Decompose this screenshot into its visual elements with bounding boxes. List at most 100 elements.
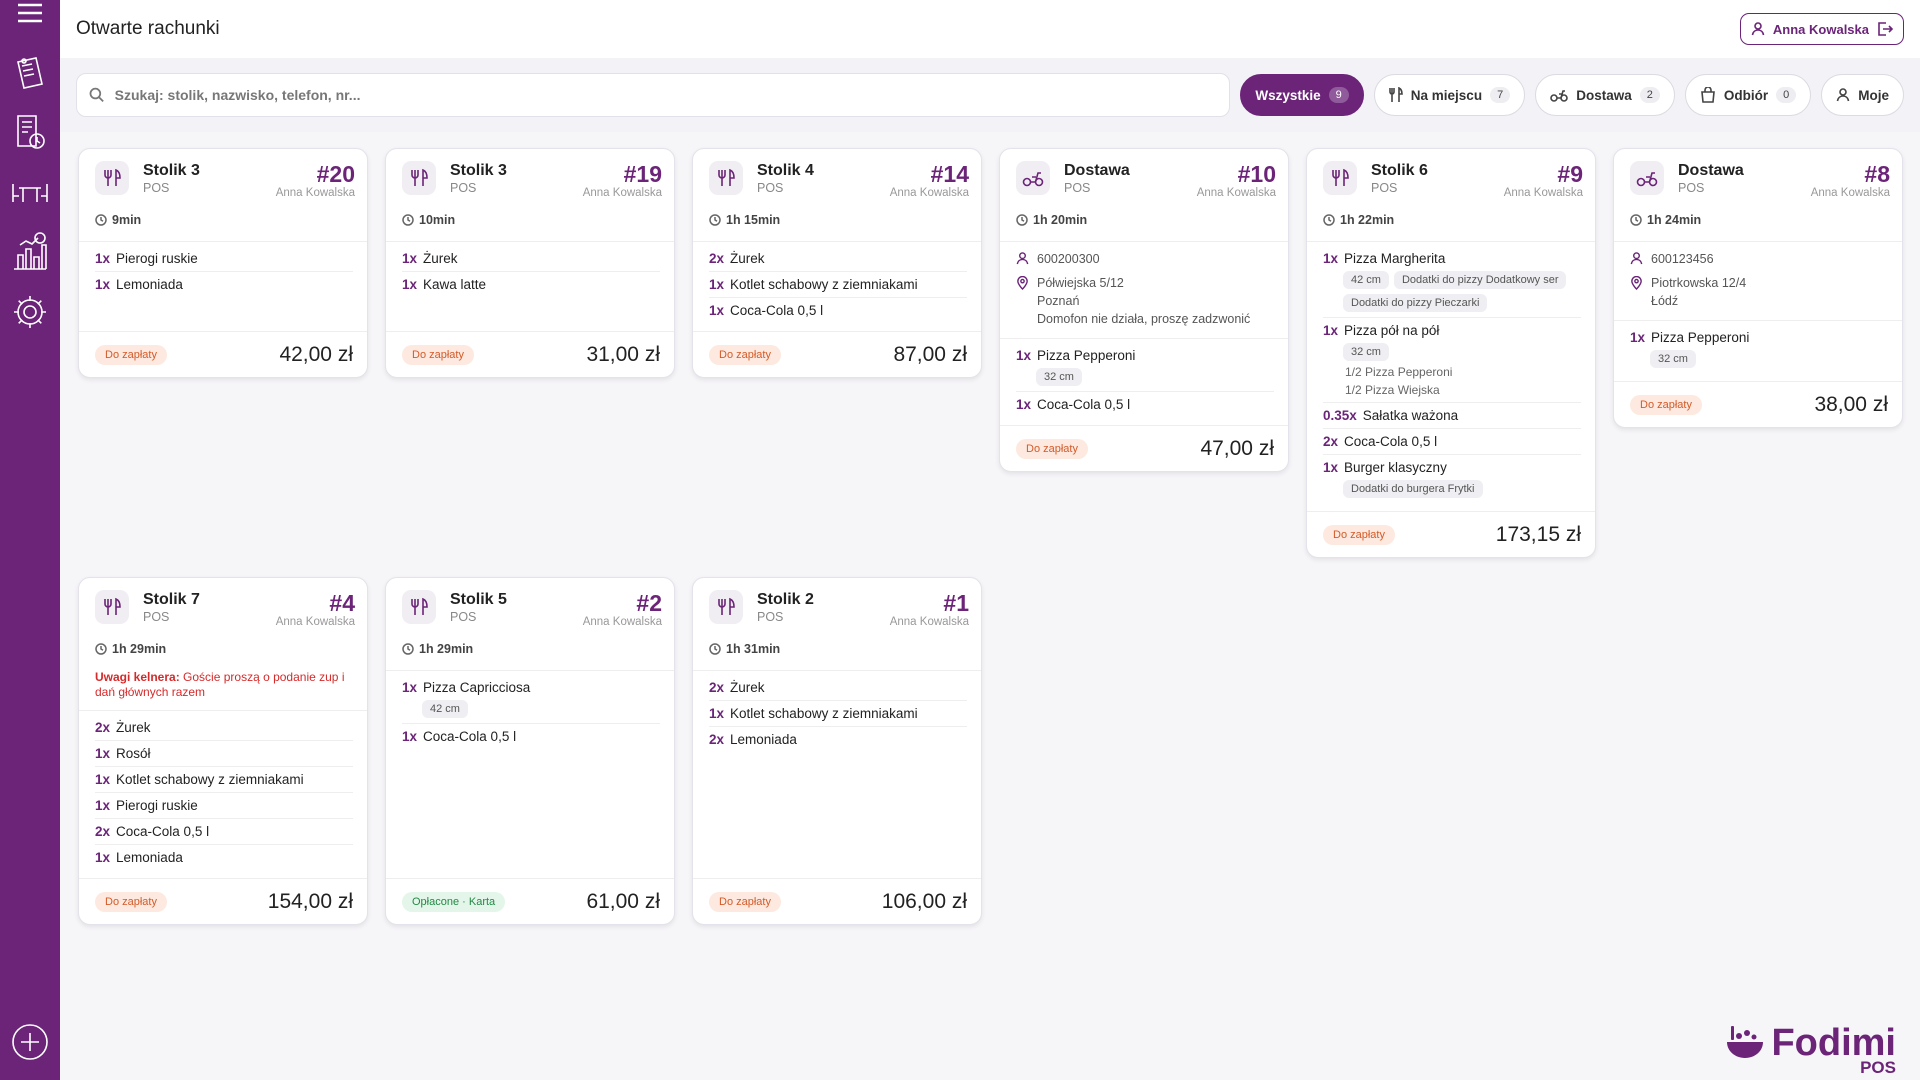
- item-name: Coca-Cola 0,5 l: [1037, 397, 1131, 412]
- item-name: Rosół: [116, 746, 151, 761]
- filter-label: Moje: [1858, 87, 1889, 103]
- filter-all[interactable]: Wszystkie 9: [1240, 74, 1364, 116]
- modifier-tag: Dodatki do pizzy Dodatkowy ser: [1393, 271, 1567, 289]
- order-title: Stolik 3: [143, 162, 200, 179]
- order-items: 2x Żurek 1x Rosół 1x Kotlet schabowy z ziemni…: [79, 710, 367, 878]
- order-card[interactable]: Dostawa POS #8 Anna Kowalska 1h 24min 6001234…: [1613, 148, 1903, 428]
- phone-row: 600123456: [1630, 250, 1886, 270]
- elapsed-time-value: 10min: [419, 213, 456, 227]
- tables-icon[interactable]: [0, 162, 60, 222]
- search-icon: [89, 87, 104, 102]
- receipts-icon[interactable]: [0, 42, 60, 102]
- elapsed-time: 1h 24min: [1614, 207, 1902, 233]
- order-card[interactable]: Stolik 3 POS #19 Anna Kowalska 10min 1x Żurek 1…: [385, 148, 675, 378]
- order-total: 173,15 zł: [1495, 522, 1581, 546]
- order-number: #1: [943, 590, 969, 616]
- modifier-tag: 42 cm: [1343, 271, 1389, 289]
- order-items: 2x Żurek 1x Kotlet schabowy z ziemniakami 1x…: [693, 241, 981, 331]
- item-quantity: 1x: [1323, 323, 1339, 338]
- order-card[interactable]: Stolik 7 POS #4 Anna Kowalska 1h 29min Uwagi …: [78, 577, 368, 925]
- order-card[interactable]: Stolik 3 POS #20 Anna Kowalska 9min 1x Pierogi…: [78, 148, 368, 378]
- user-name: Anna Kowalska: [1772, 21, 1869, 37]
- order-item: 1x Kotlet schabowy z ziemniakami: [95, 767, 353, 793]
- item-name: Kotlet schabowy z ziemniakami: [730, 277, 918, 292]
- elapsed-time-value: 1h 31min: [726, 642, 781, 656]
- item-modifiers: 32 cm: [1016, 363, 1274, 386]
- elapsed-time: 1h 29min: [79, 636, 367, 662]
- elapsed-time: 1h 20min: [1000, 207, 1288, 233]
- status-badge: Do zapłaty: [95, 344, 167, 365]
- order-title: Stolik 4: [757, 162, 814, 179]
- order-source: POS: [143, 610, 170, 624]
- modifier-tag: 32 cm: [1650, 350, 1696, 368]
- filter-delivery[interactable]: Dostawa 2: [1535, 74, 1675, 116]
- order-item: 1x Kotlet schabowy z ziemniakami: [709, 701, 967, 727]
- order-item: 0.35x Sałatka ważona: [1323, 403, 1581, 429]
- order-total: 87,00 zł: [893, 342, 967, 366]
- order-title: Stolik 7: [143, 591, 200, 608]
- status-badge: Do zapłaty: [1323, 524, 1395, 545]
- item-quantity: 1x: [95, 772, 111, 787]
- item-name: Burger klasyczny: [1344, 460, 1447, 475]
- order-source: POS: [143, 181, 170, 195]
- location-pin-icon: [1630, 274, 1643, 295]
- item-subline: 1/2 Pizza Pepperoni: [1345, 365, 1453, 379]
- waiter-name: Anna Kowalska: [582, 187, 662, 199]
- order-card[interactable]: Stolik 6 POS #9 Anna Kowalska 1h 22min 1x Pizz…: [1306, 148, 1596, 558]
- filter-mine[interactable]: Moje: [1821, 74, 1904, 116]
- logout-icon: [1878, 22, 1893, 36]
- orders-history-icon[interactable]: [0, 102, 60, 162]
- item-quantity: 1x: [709, 303, 725, 318]
- item-modifiers: 32 cm: [1630, 345, 1888, 368]
- order-item: 2x Żurek: [709, 675, 967, 701]
- settings-icon[interactable]: [0, 282, 60, 342]
- elapsed-time-value: 1h 22min: [1340, 213, 1395, 227]
- order-number: #4: [329, 590, 355, 616]
- order-item: 1x Pierogi ruskie: [95, 793, 353, 819]
- address-line: Piotrkowska 12/4: [1651, 276, 1747, 290]
- order-items: 1x Pizza Margherita 42 cm Dodatki do pizzy …: [1307, 241, 1595, 511]
- elapsed-time-value: 1h 15min: [726, 213, 781, 227]
- order-item: 1x Coca-Cola 0,5 l: [402, 724, 660, 749]
- order-total: 31,00 zł: [586, 342, 660, 366]
- order-items: 1x Pizza Pepperoni 32 cm 1x Coca-Cola 0,5 l: [1000, 338, 1288, 425]
- card-footer: Do zapłaty 87,00 zł: [693, 331, 981, 377]
- order-source: POS: [1678, 181, 1705, 195]
- item-name: Kotlet schabowy z ziemniakami: [116, 772, 304, 787]
- item-name: Coca-Cola 0,5 l: [730, 303, 824, 318]
- status-badge: Do zapłaty: [709, 891, 781, 912]
- item-quantity: 1x: [1323, 460, 1339, 475]
- address-block: Półwiejska 5/12 Poznań Domofon nie działa,…: [1037, 274, 1250, 328]
- item-quantity: 1x: [1016, 397, 1032, 412]
- reports-icon[interactable]: [0, 222, 60, 282]
- clock-icon: [1016, 214, 1028, 226]
- search-input[interactable]: [114, 87, 1218, 103]
- item-name: Lemoniada: [116, 277, 183, 292]
- user-button[interactable]: Anna Kowalska: [1739, 13, 1904, 45]
- order-title: Stolik 6: [1371, 162, 1428, 179]
- order-item: 1x Lemoniada: [95, 272, 353, 297]
- card-header: Stolik 2 POS #1 Anna Kowalska: [693, 578, 981, 636]
- elapsed-time-value: 1h 20min: [1033, 213, 1088, 227]
- order-item: 1x Coca-Cola 0,5 l: [709, 298, 967, 323]
- order-card[interactable]: Dostawa POS #10 Anna Kowalska 1h 20min 600200…: [999, 148, 1289, 472]
- order-card[interactable]: Stolik 4 POS #14 Anna Kowalska 1h 15min 2x Żur…: [692, 148, 982, 378]
- item-name: Pizza Pepperoni: [1037, 348, 1136, 363]
- order-item: 1x Burger klasyczny Dodatki do burgera Fry…: [1323, 455, 1581, 503]
- search-box[interactable]: [76, 73, 1231, 117]
- clock-icon: [709, 643, 721, 655]
- cutlery-icon: [1323, 161, 1357, 195]
- card-header: Stolik 3 POS #19 Anna Kowalska: [386, 149, 674, 207]
- order-card[interactable]: Stolik 5 POS #2 Anna Kowalska 1h 29min 1x Pizz…: [385, 577, 675, 925]
- modifier-tag: Dodatki do pizzy Pieczarki: [1343, 294, 1488, 312]
- filter-pickup[interactable]: Odbiór 0: [1684, 74, 1812, 116]
- filter-dine-in[interactable]: Na miejscu 7: [1373, 74, 1526, 116]
- status-badge: Do zapłaty: [402, 344, 474, 365]
- add-order-button[interactable]: [0, 1012, 60, 1072]
- item-quantity: 1x: [402, 277, 418, 292]
- order-card[interactable]: Stolik 2 POS #1 Anna Kowalska 1h 31min 2x Żure…: [692, 577, 982, 925]
- order-total: 154,00 zł: [267, 889, 353, 913]
- menu-icon[interactable]: [0, 0, 60, 26]
- order-total: 38,00 zł: [1814, 392, 1888, 416]
- item-name: Coca-Cola 0,5 l: [1344, 434, 1438, 449]
